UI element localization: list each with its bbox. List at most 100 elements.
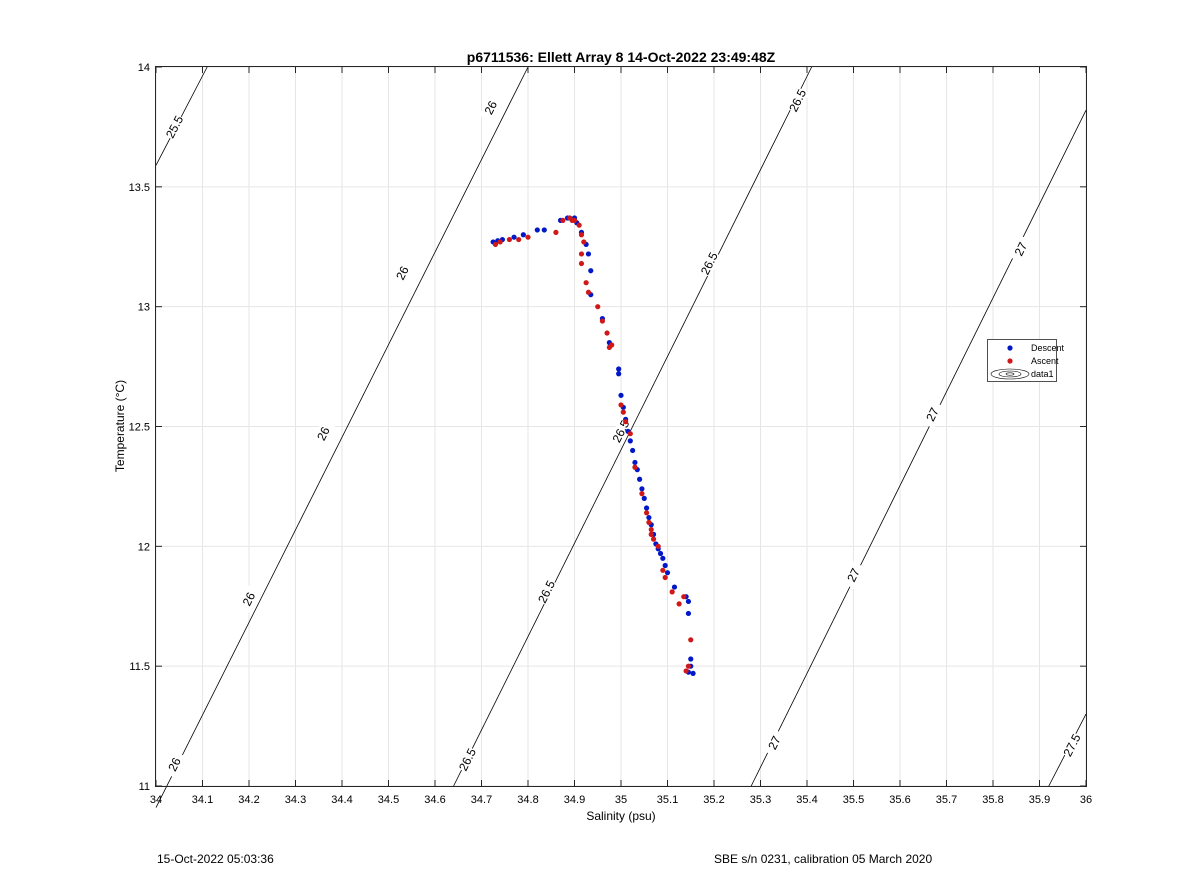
data-point-descent xyxy=(643,505,650,511)
x-tick-label: 34.2 xyxy=(238,794,259,806)
data-point-ascent xyxy=(585,289,592,295)
contour-line-26 xyxy=(155,66,529,808)
x-tick-label: 34 xyxy=(150,794,162,806)
x-tick-label: 34.8 xyxy=(517,794,538,806)
data-point-ascent xyxy=(655,543,661,549)
x-tick-label: 35 xyxy=(615,794,627,806)
data-point-ascent xyxy=(618,402,624,408)
data-point-descent xyxy=(685,598,692,605)
legend-label-data1: data1 xyxy=(1031,369,1054,379)
data-point-ascent xyxy=(599,318,606,324)
data-point-ascent xyxy=(506,236,512,243)
footer-instrument-info: SBE s/n 0231, calibration 05 March 2020 xyxy=(714,852,933,866)
x-tick-label: 34.9 xyxy=(564,794,585,806)
data-point-descent xyxy=(627,438,633,444)
data-point-ascent xyxy=(492,241,499,247)
x-tick-label: 35.1 xyxy=(657,794,678,806)
contour-label: 26 xyxy=(393,264,412,283)
data-point-ascent xyxy=(553,229,559,235)
contour-label: 26.5 xyxy=(456,746,479,773)
data-point-descent xyxy=(632,459,638,466)
y-tick-label: 11 xyxy=(139,781,150,793)
y-tick-label: 12 xyxy=(138,541,150,553)
data-point-descent xyxy=(688,656,694,662)
x-axis-label: Salinity (psu) xyxy=(586,809,655,823)
data-point-ascent xyxy=(646,519,652,525)
legend: Descent Ascent data1 xyxy=(987,339,1065,382)
data-point-descent xyxy=(541,227,547,233)
legend-label-ascent: Ascent xyxy=(1031,356,1059,366)
contour-icon xyxy=(990,368,1030,380)
contour-label-gap xyxy=(609,417,633,446)
x-tick-label: 35.6 xyxy=(889,794,910,806)
x-tick-label: 34.4 xyxy=(331,794,352,806)
data-point-ascent xyxy=(581,239,587,245)
contour-label: 26.5 xyxy=(786,87,809,114)
data-point-ascent xyxy=(578,260,585,267)
data-point-ascent xyxy=(648,526,654,533)
contour-label-gap xyxy=(841,561,866,589)
data-point-ascent xyxy=(650,536,657,542)
contour-label-gap xyxy=(697,249,721,278)
chart-title: p6711536: Ellett Array 8 14-Oct-2022 23:… xyxy=(467,49,776,65)
y-tick-label: 13 xyxy=(138,302,150,314)
data-point-descent xyxy=(639,486,645,492)
contour-label-gap xyxy=(1009,235,1033,264)
data-point-descent xyxy=(690,670,696,676)
data-point-descent xyxy=(588,268,594,274)
data-point-ascent xyxy=(662,574,668,581)
x-tick-label: 35.9 xyxy=(1029,794,1050,806)
contour-label: 26 xyxy=(165,755,184,774)
contour-label: 27 xyxy=(1012,240,1031,258)
data-point-ascent xyxy=(660,567,666,573)
contour-label-gap xyxy=(390,259,415,287)
x-tick-label: 35.3 xyxy=(750,794,771,806)
data-point-ascent xyxy=(595,304,601,310)
axis-ticks: 34 34.1 34.2 34.3 34.4 34.5 34.6 34.7 34.8 34.9 35… xyxy=(129,62,1093,806)
contour-line-26.5 xyxy=(453,66,813,787)
data-point-ascent xyxy=(681,594,687,600)
x-tick-label: 34.3 xyxy=(285,794,306,806)
data-point-descent xyxy=(511,234,517,240)
data-point-ascent xyxy=(583,280,589,286)
data-point-ascent xyxy=(643,510,650,516)
x-tick-label: 35.5 xyxy=(843,794,864,806)
data-point-descent xyxy=(646,514,652,521)
data-point-descent xyxy=(616,371,622,377)
data-point-ascent xyxy=(648,531,654,537)
contour-label-gap xyxy=(479,93,503,122)
contour-label-gap xyxy=(786,86,810,115)
contour-label-gap xyxy=(455,745,480,774)
x-tick-label: 35.7 xyxy=(936,794,957,806)
contour-label-gap xyxy=(762,728,787,757)
data-point-ascent xyxy=(578,232,585,238)
data-point-descent xyxy=(616,366,622,372)
plot-frame xyxy=(155,66,1087,787)
data-point-ascent xyxy=(560,217,566,223)
footer-timestamp: 15-Oct-2022 05:03:36 xyxy=(157,852,274,866)
data-point-ascent xyxy=(676,601,682,607)
data-point-ascent xyxy=(571,217,578,223)
data-point-ascent xyxy=(683,668,689,674)
data-point-ascent xyxy=(604,330,610,336)
contour-label-gap xyxy=(162,750,187,779)
contour-line-27 xyxy=(750,109,1087,787)
x-tick-label: 35.4 xyxy=(796,794,817,806)
data-point-ascent xyxy=(639,491,645,497)
data-point-descent xyxy=(664,570,671,576)
data-point-ascent xyxy=(623,419,629,425)
data-point-descent xyxy=(630,447,636,454)
x-tick-label: 34.1 xyxy=(192,794,213,806)
contour-label-gap xyxy=(311,419,336,448)
data-point-descent xyxy=(637,476,643,482)
contour-label: 26 xyxy=(482,98,501,117)
data-point-descent xyxy=(641,495,647,501)
contour-label: 27 xyxy=(844,566,863,584)
data-point-ascent xyxy=(627,431,633,437)
y-tick-label: 11.5 xyxy=(129,661,150,673)
data-point-descent xyxy=(685,610,692,617)
contour-label: 27.5 xyxy=(1060,731,1083,758)
data-point-descent xyxy=(520,232,526,238)
x-tick-label: 34.6 xyxy=(424,794,445,806)
contour-label: 26 xyxy=(240,590,259,609)
